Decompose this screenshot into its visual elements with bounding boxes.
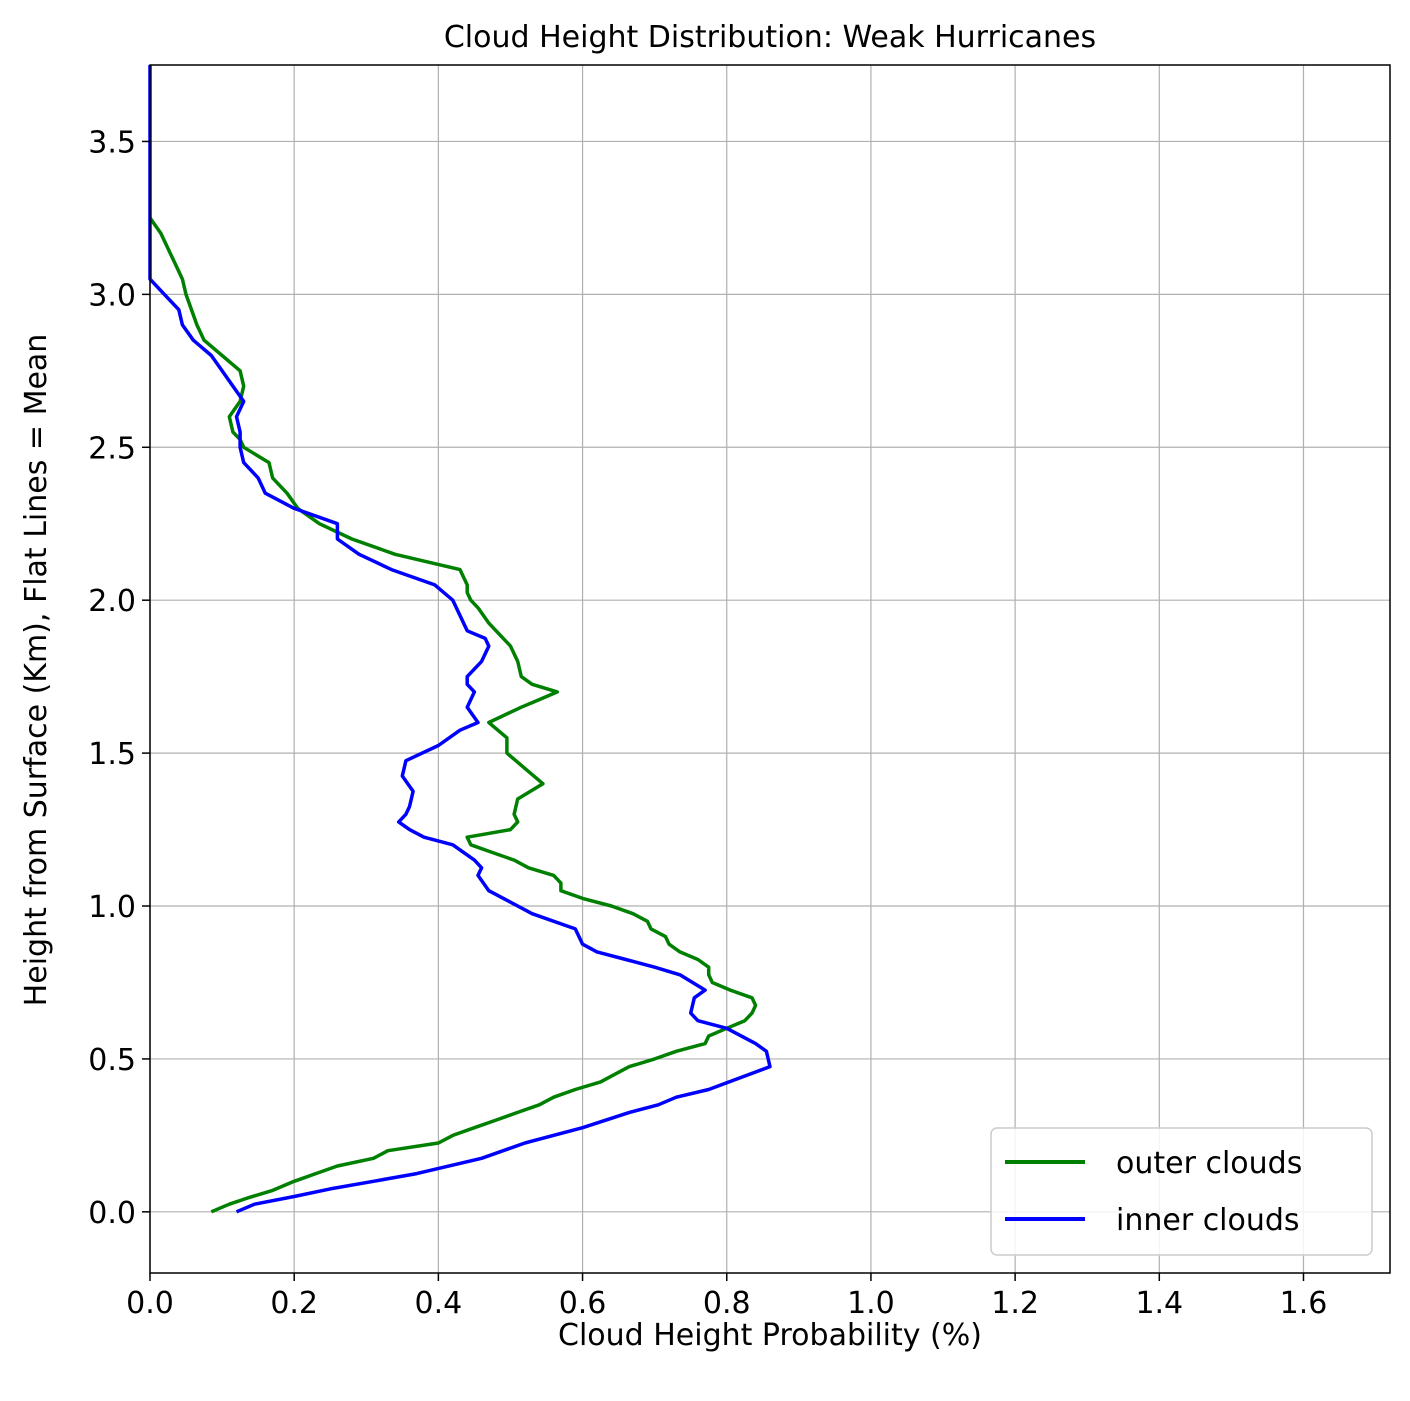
y-tick-label: 2.0 (88, 584, 136, 619)
x-tick-label: 0.0 (126, 1286, 174, 1321)
x-tick-label: 1.0 (847, 1286, 895, 1321)
x-axis-ticks: 0.0 0.2 0.4 0.6 0.8 1.0 1.2 1.4 1.6 (126, 1273, 1327, 1321)
y-tick-label: 1.5 (88, 737, 136, 772)
legend-label-outer-clouds: outer clouds (1116, 1146, 1302, 1181)
y-tick-label: 0.0 (88, 1196, 136, 1231)
legend: outer clouds inner clouds (990, 1127, 1373, 1256)
legend-box (990, 1127, 1373, 1256)
y-axis-label: Height from Surface (Km), Flat Lines = M… (19, 334, 54, 1007)
x-axis-label: Cloud Height Probability (%) (558, 1318, 982, 1353)
x-tick-label: 0.2 (270, 1286, 318, 1321)
y-tick-label: 3.0 (88, 278, 136, 313)
chart-title: Cloud Height Distribution: Weak Hurrican… (444, 20, 1096, 55)
y-tick-label: 1.0 (88, 890, 136, 925)
x-tick-label: 1.6 (1280, 1286, 1328, 1321)
x-tick-label: 1.4 (1135, 1286, 1183, 1321)
y-tick-label: 2.5 (88, 431, 136, 466)
y-axis-ticks: 0.0 0.5 1.0 1.5 2.0 2.5 3.0 3.5 (88, 125, 150, 1231)
x-tick-label: 0.4 (415, 1286, 463, 1321)
x-tick-label: 0.6 (559, 1286, 607, 1321)
x-tick-label: 0.8 (703, 1286, 751, 1321)
x-tick-label: 1.2 (991, 1286, 1039, 1321)
y-tick-label: 3.5 (88, 125, 136, 160)
series-line-inner-clouds (148, 65, 772, 1214)
series-line-outer-clouds (148, 216, 758, 1214)
y-tick-label: 0.5 (88, 1043, 136, 1078)
series-layer (148, 65, 772, 1214)
plot-frame (149, 64, 1391, 1274)
legend-label-inner-clouds: inner clouds (1116, 1203, 1300, 1238)
